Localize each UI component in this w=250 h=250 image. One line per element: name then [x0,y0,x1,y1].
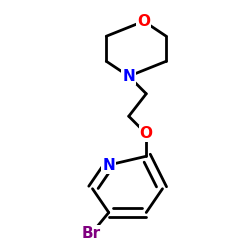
Text: O: O [140,126,153,141]
Text: O: O [137,14,150,29]
Text: N: N [102,158,115,172]
Text: N: N [122,69,135,84]
Text: Br: Br [82,226,101,241]
